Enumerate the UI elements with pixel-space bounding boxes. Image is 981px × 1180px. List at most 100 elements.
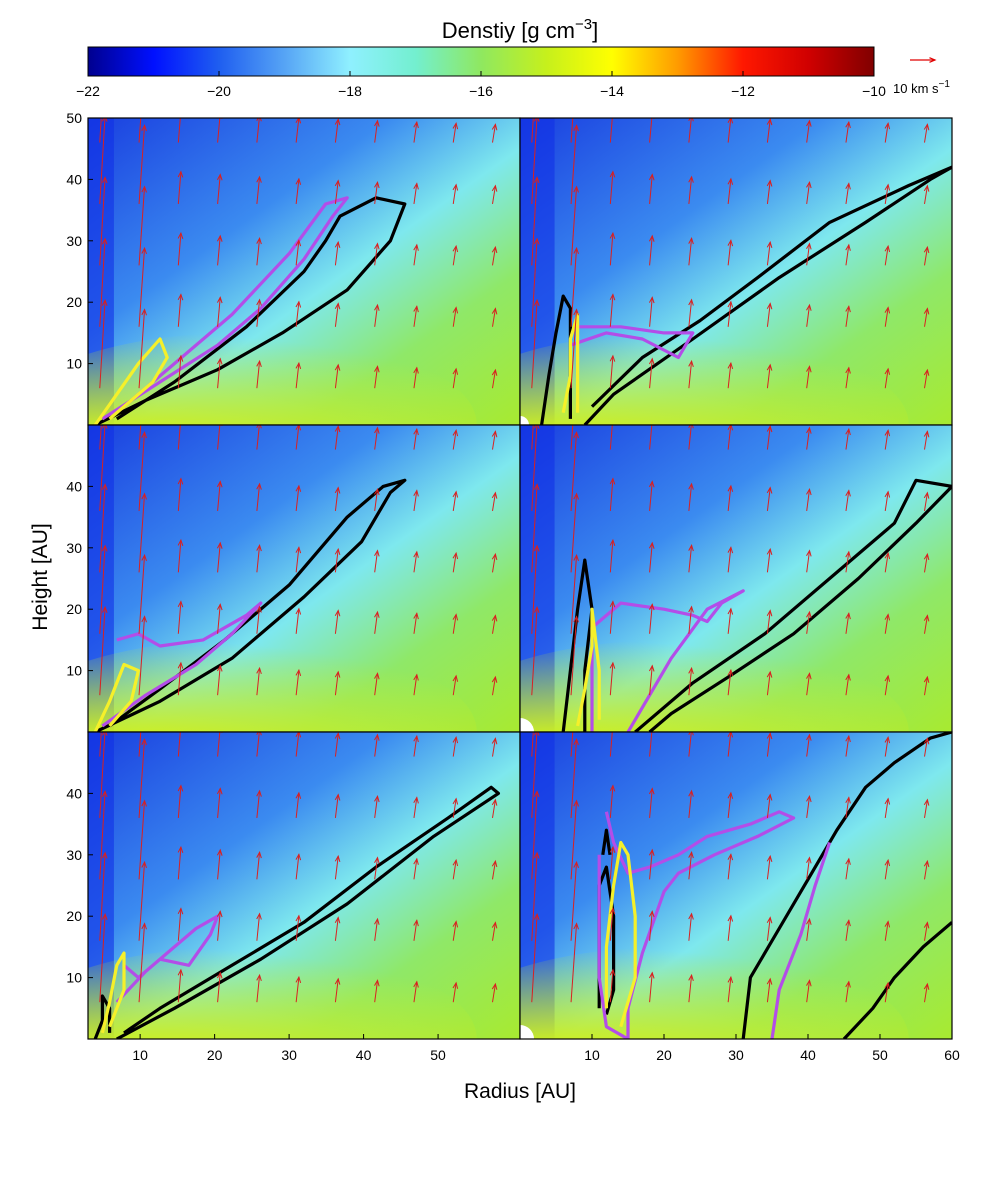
velocity-arrow (216, 541, 223, 573)
velocity-arrow (609, 118, 613, 143)
velocity-arrow (570, 553, 579, 634)
velocity-arrow (413, 305, 419, 327)
velocity-arrow (923, 798, 930, 819)
velocity-arrow (177, 784, 184, 818)
velocity-arrow (531, 912, 540, 1003)
velocity-arrow (491, 491, 498, 512)
velocity-arrow (845, 243, 851, 266)
velocity-arrow (452, 797, 459, 819)
velocity-arrow (806, 794, 812, 819)
velocity-arrow (806, 365, 812, 389)
velocity-arrow (295, 361, 302, 389)
velocity-arrow (374, 119, 380, 143)
velocity-arrow (531, 176, 540, 266)
velocity-arrow (216, 173, 223, 205)
velocity-arrow (138, 431, 147, 511)
contour-yellow (576, 607, 601, 727)
contour-magenta (597, 810, 796, 1039)
velocity-arrow (334, 240, 341, 266)
velocity-arrow (648, 848, 655, 880)
velocity-arrow (845, 980, 851, 1003)
velocity-arrow (138, 118, 142, 143)
velocity-arrow (256, 789, 262, 819)
velocity-arrow (413, 243, 419, 266)
panel-1-1 (519, 424, 953, 733)
contour-magenta (569, 325, 695, 360)
velocity-arrow (295, 853, 302, 880)
velocity-arrow (531, 732, 534, 757)
contour-yellow (604, 840, 637, 1028)
velocity-key-label: 10 km s−1 (893, 79, 950, 96)
velocity-arrow (688, 425, 694, 450)
velocity-arrow (413, 857, 419, 880)
velocity-arrow (766, 302, 773, 327)
velocity-arrow (138, 615, 147, 696)
panel-grid: 10 20 30 40 50 10 20 30 40 10 20 30 40 10 20 30 40 50 10 20… (66, 110, 960, 1063)
velocity-arrow (688, 359, 694, 389)
x-tick-label: 10 (584, 1047, 600, 1063)
velocity-arrow (334, 793, 341, 819)
velocity-arrow (491, 737, 498, 757)
velocity-arrow (727, 484, 734, 512)
velocity-arrow (256, 237, 262, 266)
velocity-arrow (570, 860, 579, 941)
velocity-arrow (609, 784, 616, 818)
velocity-arrow (845, 857, 851, 880)
velocity-arrow (688, 912, 694, 941)
y-tick-label: 20 (66, 601, 82, 617)
velocity-arrow (452, 490, 459, 512)
velocity-arrow (727, 300, 734, 327)
velocity-arrow (256, 175, 262, 205)
velocity-arrow (531, 425, 540, 511)
velocity-arrow (923, 737, 930, 757)
velocity-arrow (688, 237, 694, 266)
velocity-arrow (648, 971, 655, 1003)
colorbar-tick-label: −10 (862, 83, 886, 99)
velocity-arrow (884, 981, 891, 1003)
velocity-arrow (295, 177, 302, 205)
velocity-arrow (138, 185, 147, 266)
velocity-arrow (138, 738, 147, 818)
contour-black (634, 478, 952, 732)
velocity-arrow (99, 544, 108, 634)
velocity-arrow (609, 425, 613, 450)
velocity-arrow (766, 240, 773, 266)
velocity-arrow (648, 787, 655, 819)
velocity-arrow (806, 119, 812, 143)
velocity-arrow (806, 672, 812, 696)
velocity-arrow (334, 486, 341, 512)
velocity-arrow (413, 612, 419, 634)
velocity-arrow (727, 791, 734, 819)
velocity-arrow (845, 427, 851, 450)
velocity-arrow (452, 122, 459, 143)
velocity-arrow (491, 245, 498, 266)
contour-black (116, 785, 500, 1039)
velocity-key-arrow (910, 57, 937, 63)
velocity-arrow (609, 732, 613, 757)
velocity-arrow (374, 365, 380, 389)
velocity-arrow (138, 860, 147, 941)
velocity-arrow (609, 968, 616, 1003)
velocity-arrow (570, 738, 579, 818)
x-tick-label: 20 (207, 1047, 223, 1063)
velocity-arrow (256, 425, 262, 450)
velocity-arrow (806, 426, 812, 450)
contour-black (842, 921, 952, 1039)
y-tick-label: 50 (66, 110, 82, 126)
velocity-arrow (491, 921, 498, 941)
velocity-arrow (177, 354, 184, 389)
velocity-arrow (99, 118, 108, 204)
x-tick-label: 60 (944, 1047, 960, 1063)
velocity-arrow (766, 547, 773, 573)
contour-black (601, 828, 612, 856)
velocity-arrow (766, 916, 773, 941)
velocity-arrow (766, 118, 773, 143)
velocity-arrow (727, 425, 734, 450)
velocity-arrow (452, 858, 459, 880)
velocity-arrow (295, 732, 302, 757)
velocity-arrow (766, 854, 773, 880)
y-axis-label: Height [AU] (29, 523, 52, 630)
velocity-arrow (727, 914, 734, 941)
velocity-arrow (99, 483, 108, 573)
contour-yellow (561, 312, 580, 414)
